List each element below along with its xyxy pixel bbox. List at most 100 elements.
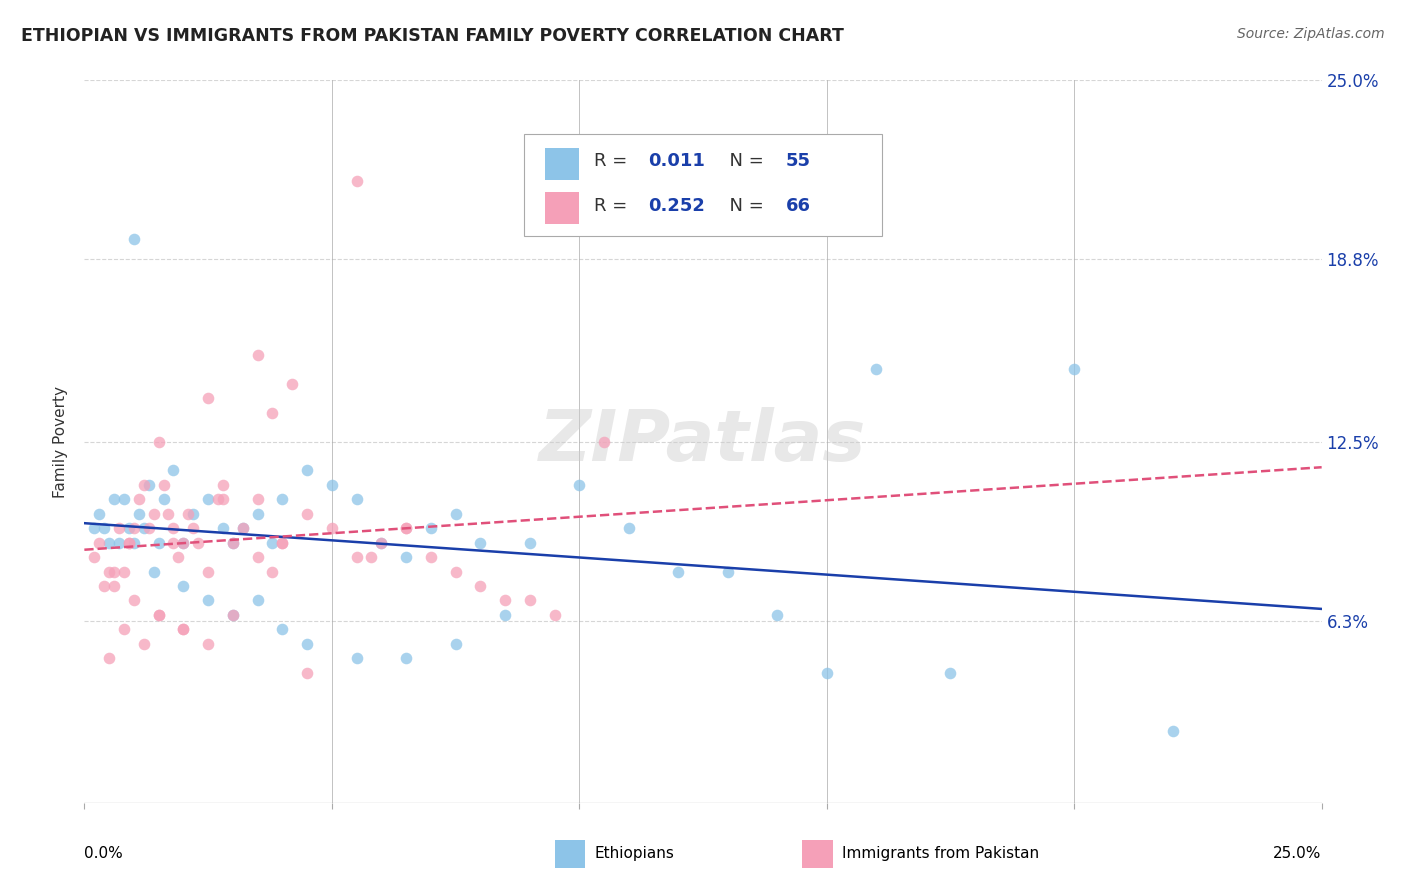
Point <box>172 579 194 593</box>
Point <box>271 623 294 637</box>
Point <box>295 463 318 477</box>
Point <box>271 535 294 549</box>
Point <box>83 550 105 565</box>
Point <box>162 535 184 549</box>
Text: 0.011: 0.011 <box>648 152 706 169</box>
Point <box>148 535 170 549</box>
Point <box>118 521 141 535</box>
Point <box>360 550 382 565</box>
Point <box>395 651 418 665</box>
Point <box>197 565 219 579</box>
FancyBboxPatch shape <box>523 135 883 235</box>
Point <box>593 434 616 449</box>
Point <box>444 637 467 651</box>
Point <box>103 579 125 593</box>
Point <box>162 463 184 477</box>
Point <box>197 391 219 405</box>
Point <box>232 521 254 535</box>
Point <box>666 565 689 579</box>
Point <box>444 507 467 521</box>
Text: 25.0%: 25.0% <box>1274 847 1322 861</box>
Point <box>142 565 165 579</box>
Text: R =: R = <box>595 197 633 215</box>
Point <box>494 607 516 622</box>
Point <box>207 492 229 507</box>
Point <box>295 507 318 521</box>
Point <box>148 607 170 622</box>
Point <box>543 607 565 622</box>
Point <box>108 521 131 535</box>
Point <box>172 623 194 637</box>
Point <box>103 565 125 579</box>
Point <box>519 535 541 549</box>
Point <box>271 535 294 549</box>
Point <box>232 521 254 535</box>
Point <box>222 535 245 549</box>
Point <box>148 434 170 449</box>
Point <box>197 593 219 607</box>
Point <box>118 535 141 549</box>
Point <box>122 535 145 549</box>
Point <box>262 565 284 579</box>
Point <box>346 651 368 665</box>
Point <box>321 478 343 492</box>
Point <box>568 478 591 492</box>
Point <box>717 565 740 579</box>
Point <box>157 507 180 521</box>
Point <box>98 535 121 549</box>
Point <box>222 607 245 622</box>
Point <box>172 535 194 549</box>
Point <box>89 535 111 549</box>
Point <box>108 535 131 549</box>
Y-axis label: Family Poverty: Family Poverty <box>53 385 69 498</box>
Point <box>395 521 418 535</box>
Point <box>197 492 219 507</box>
Point <box>346 492 368 507</box>
FancyBboxPatch shape <box>554 840 585 868</box>
Point <box>766 607 789 622</box>
Point <box>122 593 145 607</box>
Text: 66: 66 <box>786 197 811 215</box>
Point <box>346 550 368 565</box>
Point <box>142 507 165 521</box>
Point <box>321 521 343 535</box>
Point <box>132 637 155 651</box>
Point <box>172 535 194 549</box>
Point <box>93 579 115 593</box>
Point <box>395 550 418 565</box>
Point <box>148 607 170 622</box>
Point <box>212 521 235 535</box>
Text: 0.0%: 0.0% <box>84 847 124 861</box>
Point <box>138 521 160 535</box>
Point <box>122 232 145 246</box>
Point <box>419 550 441 565</box>
Point <box>246 492 269 507</box>
FancyBboxPatch shape <box>801 840 832 868</box>
Point <box>262 535 284 549</box>
Point <box>246 550 269 565</box>
Point <box>187 535 209 549</box>
Text: Ethiopians: Ethiopians <box>595 846 673 861</box>
Text: 0.252: 0.252 <box>648 197 706 215</box>
Point <box>112 565 135 579</box>
Point <box>118 535 141 549</box>
Point <box>281 376 304 391</box>
Text: Source: ZipAtlas.com: Source: ZipAtlas.com <box>1237 27 1385 41</box>
Point <box>167 550 190 565</box>
Point <box>98 565 121 579</box>
Point <box>295 637 318 651</box>
Text: N =: N = <box>718 197 769 215</box>
Point <box>370 535 392 549</box>
Point <box>172 623 194 637</box>
Point <box>815 665 838 680</box>
Point <box>246 348 269 362</box>
Point <box>262 406 284 420</box>
Point <box>246 593 269 607</box>
Point <box>1063 362 1085 376</box>
Point <box>865 362 887 376</box>
Point <box>112 623 135 637</box>
FancyBboxPatch shape <box>544 192 579 225</box>
Text: ETHIOPIAN VS IMMIGRANTS FROM PAKISTAN FAMILY POVERTY CORRELATION CHART: ETHIOPIAN VS IMMIGRANTS FROM PAKISTAN FA… <box>21 27 844 45</box>
Point <box>162 521 184 535</box>
Text: R =: R = <box>595 152 633 169</box>
